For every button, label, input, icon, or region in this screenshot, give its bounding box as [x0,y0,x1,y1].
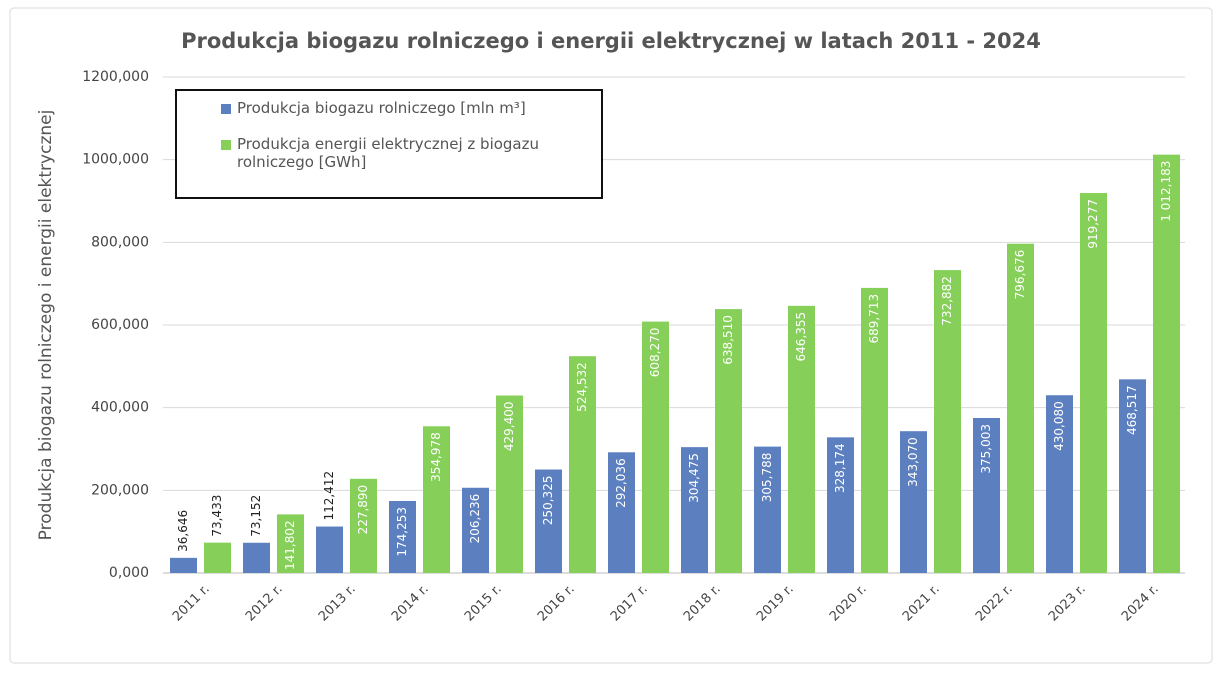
x-tick-label: 2020 r. [827,582,870,625]
data-label: 174,253 [395,507,409,557]
y-tick-label: 200,000 [91,482,149,498]
x-tick-label: 2024 r. [1119,582,1162,625]
data-label: 304,475 [687,453,701,503]
data-label: 112,412 [322,471,336,521]
frame [9,7,1213,664]
bar [204,542,231,573]
data-label: 430,080 [1052,401,1066,451]
bar [1153,154,1180,573]
data-label: 646,355 [794,312,808,362]
bar [462,487,489,573]
x-tick-label: 2013 r. [316,582,359,625]
bar [496,395,523,573]
x-tick-label: 2021 r. [900,582,943,625]
bar [900,431,927,573]
bar [389,500,416,573]
y-tick-label: 600,000 [91,317,149,333]
bar [535,469,562,573]
y-axis-label: Produkcja biogazu rolniczego i energii e… [36,110,56,541]
bar [277,514,304,573]
x-tick-label: 2015 r. [462,582,505,625]
x-tick-label: 2011 r. [170,582,213,625]
legend-label: Produkcja energii elektrycznej z biogazu… [237,135,540,171]
bar [608,452,635,573]
y-tick-label: 400,000 [91,400,149,416]
chart-title: Produkcja biogazu rolniczego i energii e… [181,29,1041,53]
bar [170,557,197,573]
legend-swatch [221,140,231,150]
bar [715,309,742,573]
y-tick-label: 1200,000 [82,69,149,85]
data-label: 1 012,183 [1159,161,1173,222]
bar [423,426,450,573]
data-label: 354,978 [429,432,443,482]
data-label: 429,400 [502,402,516,452]
data-label: 36,646 [176,510,190,552]
bar [934,270,961,573]
data-label: 796,676 [1013,250,1027,300]
bar [754,446,781,573]
data-label: 73,433 [210,495,224,537]
bar [1046,395,1073,573]
data-label: 292,036 [614,458,628,508]
data-label: 73,152 [249,495,263,537]
bar [316,526,343,573]
data-label: 689,713 [867,294,881,344]
data-label: 206,236 [468,494,482,544]
bar [1007,243,1034,573]
bar [1080,193,1107,574]
bar [861,287,888,573]
x-tick-label: 2023 r. [1046,582,1089,625]
data-label: 732,882 [940,276,954,326]
bar [827,437,854,573]
x-tick-label: 2016 r. [535,582,578,625]
bar [642,321,669,573]
bar [350,478,377,573]
data-label: 524,532 [575,362,589,412]
legend-swatch [221,104,231,114]
y-tick-label: 0,000 [109,565,149,581]
x-tick-label: 2014 r. [389,582,432,625]
data-label: 305,788 [760,453,774,503]
x-tick-label: 2012 r. [243,582,286,625]
data-label: 375,003 [979,424,993,474]
data-label: 608,270 [648,328,662,378]
bar [788,305,815,573]
bar [243,542,270,573]
data-label: 227,890 [356,485,370,535]
data-label: 250,325 [541,476,555,526]
x-tick-label: 2019 r. [754,582,797,625]
bar [973,417,1000,573]
x-tick-label: 2017 r. [608,582,651,625]
bar [1119,379,1146,573]
legend: Produkcja biogazu rolniczego [mln m³] Pro… [175,89,603,199]
x-tick-label: 2018 r. [681,582,724,625]
data-label: 638,510 [721,315,735,365]
data-label: 343,070 [906,437,920,487]
legend-item: Produkcja energii elektrycznej z biogazu… [185,135,593,171]
legend-label: Produkcja biogazu rolniczego [mln m³] [237,99,526,117]
data-label: 328,174 [833,443,847,493]
bar [681,447,708,573]
data-label: 919,277 [1086,199,1100,249]
x-tick-label: 2022 r. [973,582,1016,625]
legend-item: Produkcja biogazu rolniczego [mln m³] [185,99,593,117]
y-tick-label: 1000,000 [82,152,149,168]
y-tick-label: 800,000 [91,234,149,250]
data-label: 141,802 [283,520,297,570]
data-label: 468,517 [1125,385,1139,435]
bar [569,356,596,573]
